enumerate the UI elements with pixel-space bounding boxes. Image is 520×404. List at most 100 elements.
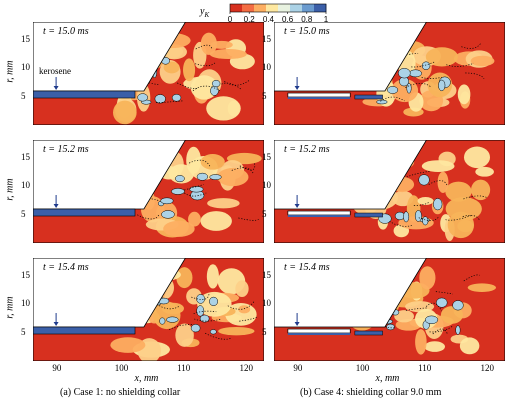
stoichiometric-contour bbox=[421, 77, 442, 79]
caption-left: (a) Case 1: no shielding collar bbox=[60, 387, 181, 398]
stoichiometric-contour bbox=[428, 180, 448, 186]
stoichiometric-contour bbox=[176, 82, 199, 89]
mixing-region bbox=[394, 310, 414, 323]
y-tick-label: 15 bbox=[21, 151, 30, 162]
mixing-region bbox=[421, 160, 455, 172]
colorbar-segment bbox=[266, 4, 279, 12]
y-tick-label: 15 bbox=[262, 151, 271, 162]
mixing-region bbox=[475, 166, 494, 177]
kerosene-pocket bbox=[196, 305, 205, 317]
kerosene-pocket bbox=[398, 67, 411, 79]
kerosene-film bbox=[287, 215, 351, 218]
combustor-wall bbox=[274, 140, 427, 210]
kerosene-pocket bbox=[408, 69, 422, 78]
colorbar-tick-label: 1 bbox=[324, 15, 329, 24]
simulation-panel: t = 15.0 ms kerosene r, mm 5 10 15 bbox=[5, 22, 264, 125]
kerosene-pocket bbox=[387, 86, 399, 94]
arrow-head-icon bbox=[294, 86, 300, 91]
kerosene-pocket bbox=[386, 323, 395, 331]
stoichiometric-contour bbox=[389, 220, 414, 227]
mixing-region bbox=[437, 171, 449, 193]
stoichiometric-contour bbox=[231, 167, 254, 174]
stoichiometric-contour bbox=[406, 170, 432, 178]
mixing-region bbox=[467, 283, 496, 292]
colorbar-frame bbox=[229, 3, 327, 13]
kerosene-film bbox=[287, 97, 351, 100]
mixing-region bbox=[209, 48, 247, 60]
mixing-region bbox=[415, 329, 427, 355]
kerosene-pocket bbox=[403, 211, 410, 223]
y-tick-label: 10 bbox=[21, 180, 30, 191]
colorbar: 0 0.2 0.4 0.6 0.8 1 bbox=[218, 2, 338, 28]
x-tick-label: 100 bbox=[355, 363, 370, 373]
stoichiometric-contour bbox=[405, 307, 428, 311]
kerosene-pocket bbox=[190, 324, 201, 333]
colorbar-tick-label: 0.8 bbox=[301, 15, 313, 24]
stoichiometric-contour bbox=[192, 85, 221, 92]
kerosene-film bbox=[354, 94, 383, 100]
stoichiometric-contour bbox=[461, 42, 482, 49]
mixing-region bbox=[200, 154, 225, 170]
kerosene-pocket bbox=[171, 93, 182, 102]
x-tick-label: 90 bbox=[52, 363, 62, 373]
kerosene-pocket bbox=[160, 197, 174, 205]
colorbar-graphic: 0 0.2 0.4 0.6 0.8 1 bbox=[228, 3, 329, 24]
y-tick-label: 5 bbox=[262, 327, 267, 338]
y-axis-label: r, mm bbox=[4, 60, 16, 83]
time-label: t = 15.4 ms bbox=[284, 262, 330, 273]
kerosene-pocket bbox=[161, 210, 175, 219]
y-tick-label: 15 bbox=[262, 269, 271, 280]
kerosene-pocket bbox=[209, 329, 217, 335]
mixing-region bbox=[463, 146, 491, 169]
colorbar-segment bbox=[278, 4, 291, 12]
kerosene-pocket bbox=[433, 198, 443, 211]
kerosene-pocket bbox=[376, 99, 388, 105]
kerosene-pocket bbox=[171, 188, 185, 195]
mixing-region bbox=[206, 264, 219, 289]
x-tick-label: 90 bbox=[293, 363, 303, 373]
simulation-panel: t = 15.4 ms 5 10 15 90 100 110 120 x, mm bbox=[262, 258, 505, 384]
kerosene-film bbox=[287, 333, 351, 336]
colorbar-segment bbox=[254, 4, 267, 12]
colorbar-segment bbox=[230, 4, 243, 12]
y-tick-label: 10 bbox=[21, 298, 30, 309]
stoichiometric-contour bbox=[155, 100, 184, 103]
kerosene-pocket bbox=[166, 316, 179, 323]
combustor-wall bbox=[274, 22, 427, 92]
combustor-wall bbox=[33, 258, 186, 328]
time-label: t = 15.4 ms bbox=[43, 262, 89, 273]
stoichiometric-contour bbox=[194, 62, 216, 67]
kerosene-pocket bbox=[159, 317, 166, 325]
y-tick-label: 5 bbox=[21, 327, 26, 338]
mixing-region bbox=[207, 198, 240, 209]
colorbar-segment bbox=[302, 4, 315, 12]
mixing-region bbox=[470, 55, 495, 67]
stoichiometric-contour bbox=[446, 62, 474, 67]
kerosene-pocket bbox=[199, 314, 210, 323]
mixing-region bbox=[188, 211, 201, 227]
stoichiometric-contour bbox=[239, 162, 256, 171]
y-tick-label: 5 bbox=[21, 209, 26, 220]
stoichiometric-contour bbox=[194, 318, 222, 322]
stoichiometric-contour bbox=[380, 96, 405, 102]
colorbar-tick-label: 0.6 bbox=[282, 15, 294, 24]
kerosene-film bbox=[354, 212, 383, 218]
stoichiometric-contour bbox=[191, 292, 210, 300]
mixing-region bbox=[425, 47, 458, 67]
kerosene-pocket bbox=[137, 93, 148, 102]
kerosene-film bbox=[33, 326, 136, 335]
mixing-region bbox=[471, 179, 491, 201]
stoichiometric-contour bbox=[400, 53, 419, 57]
mixing-region bbox=[110, 337, 146, 353]
x-axis-label: x, mm bbox=[134, 373, 159, 384]
kerosene-pocket bbox=[211, 80, 221, 88]
colorbar-segment bbox=[314, 4, 327, 12]
x-tick-label: 100 bbox=[114, 363, 129, 373]
simulation-panel: t = 15.0 ms 5 10 15 bbox=[262, 22, 505, 125]
mixing-region bbox=[457, 84, 471, 105]
mixing-region bbox=[217, 168, 249, 187]
kerosene-pocket bbox=[418, 174, 430, 186]
mixing-region bbox=[238, 305, 251, 314]
y-tick-label: 15 bbox=[21, 269, 30, 280]
simulation-panel: t = 15.4 ms r, mm 5 10 15 90 100 110 120 x, mm bbox=[5, 258, 264, 384]
